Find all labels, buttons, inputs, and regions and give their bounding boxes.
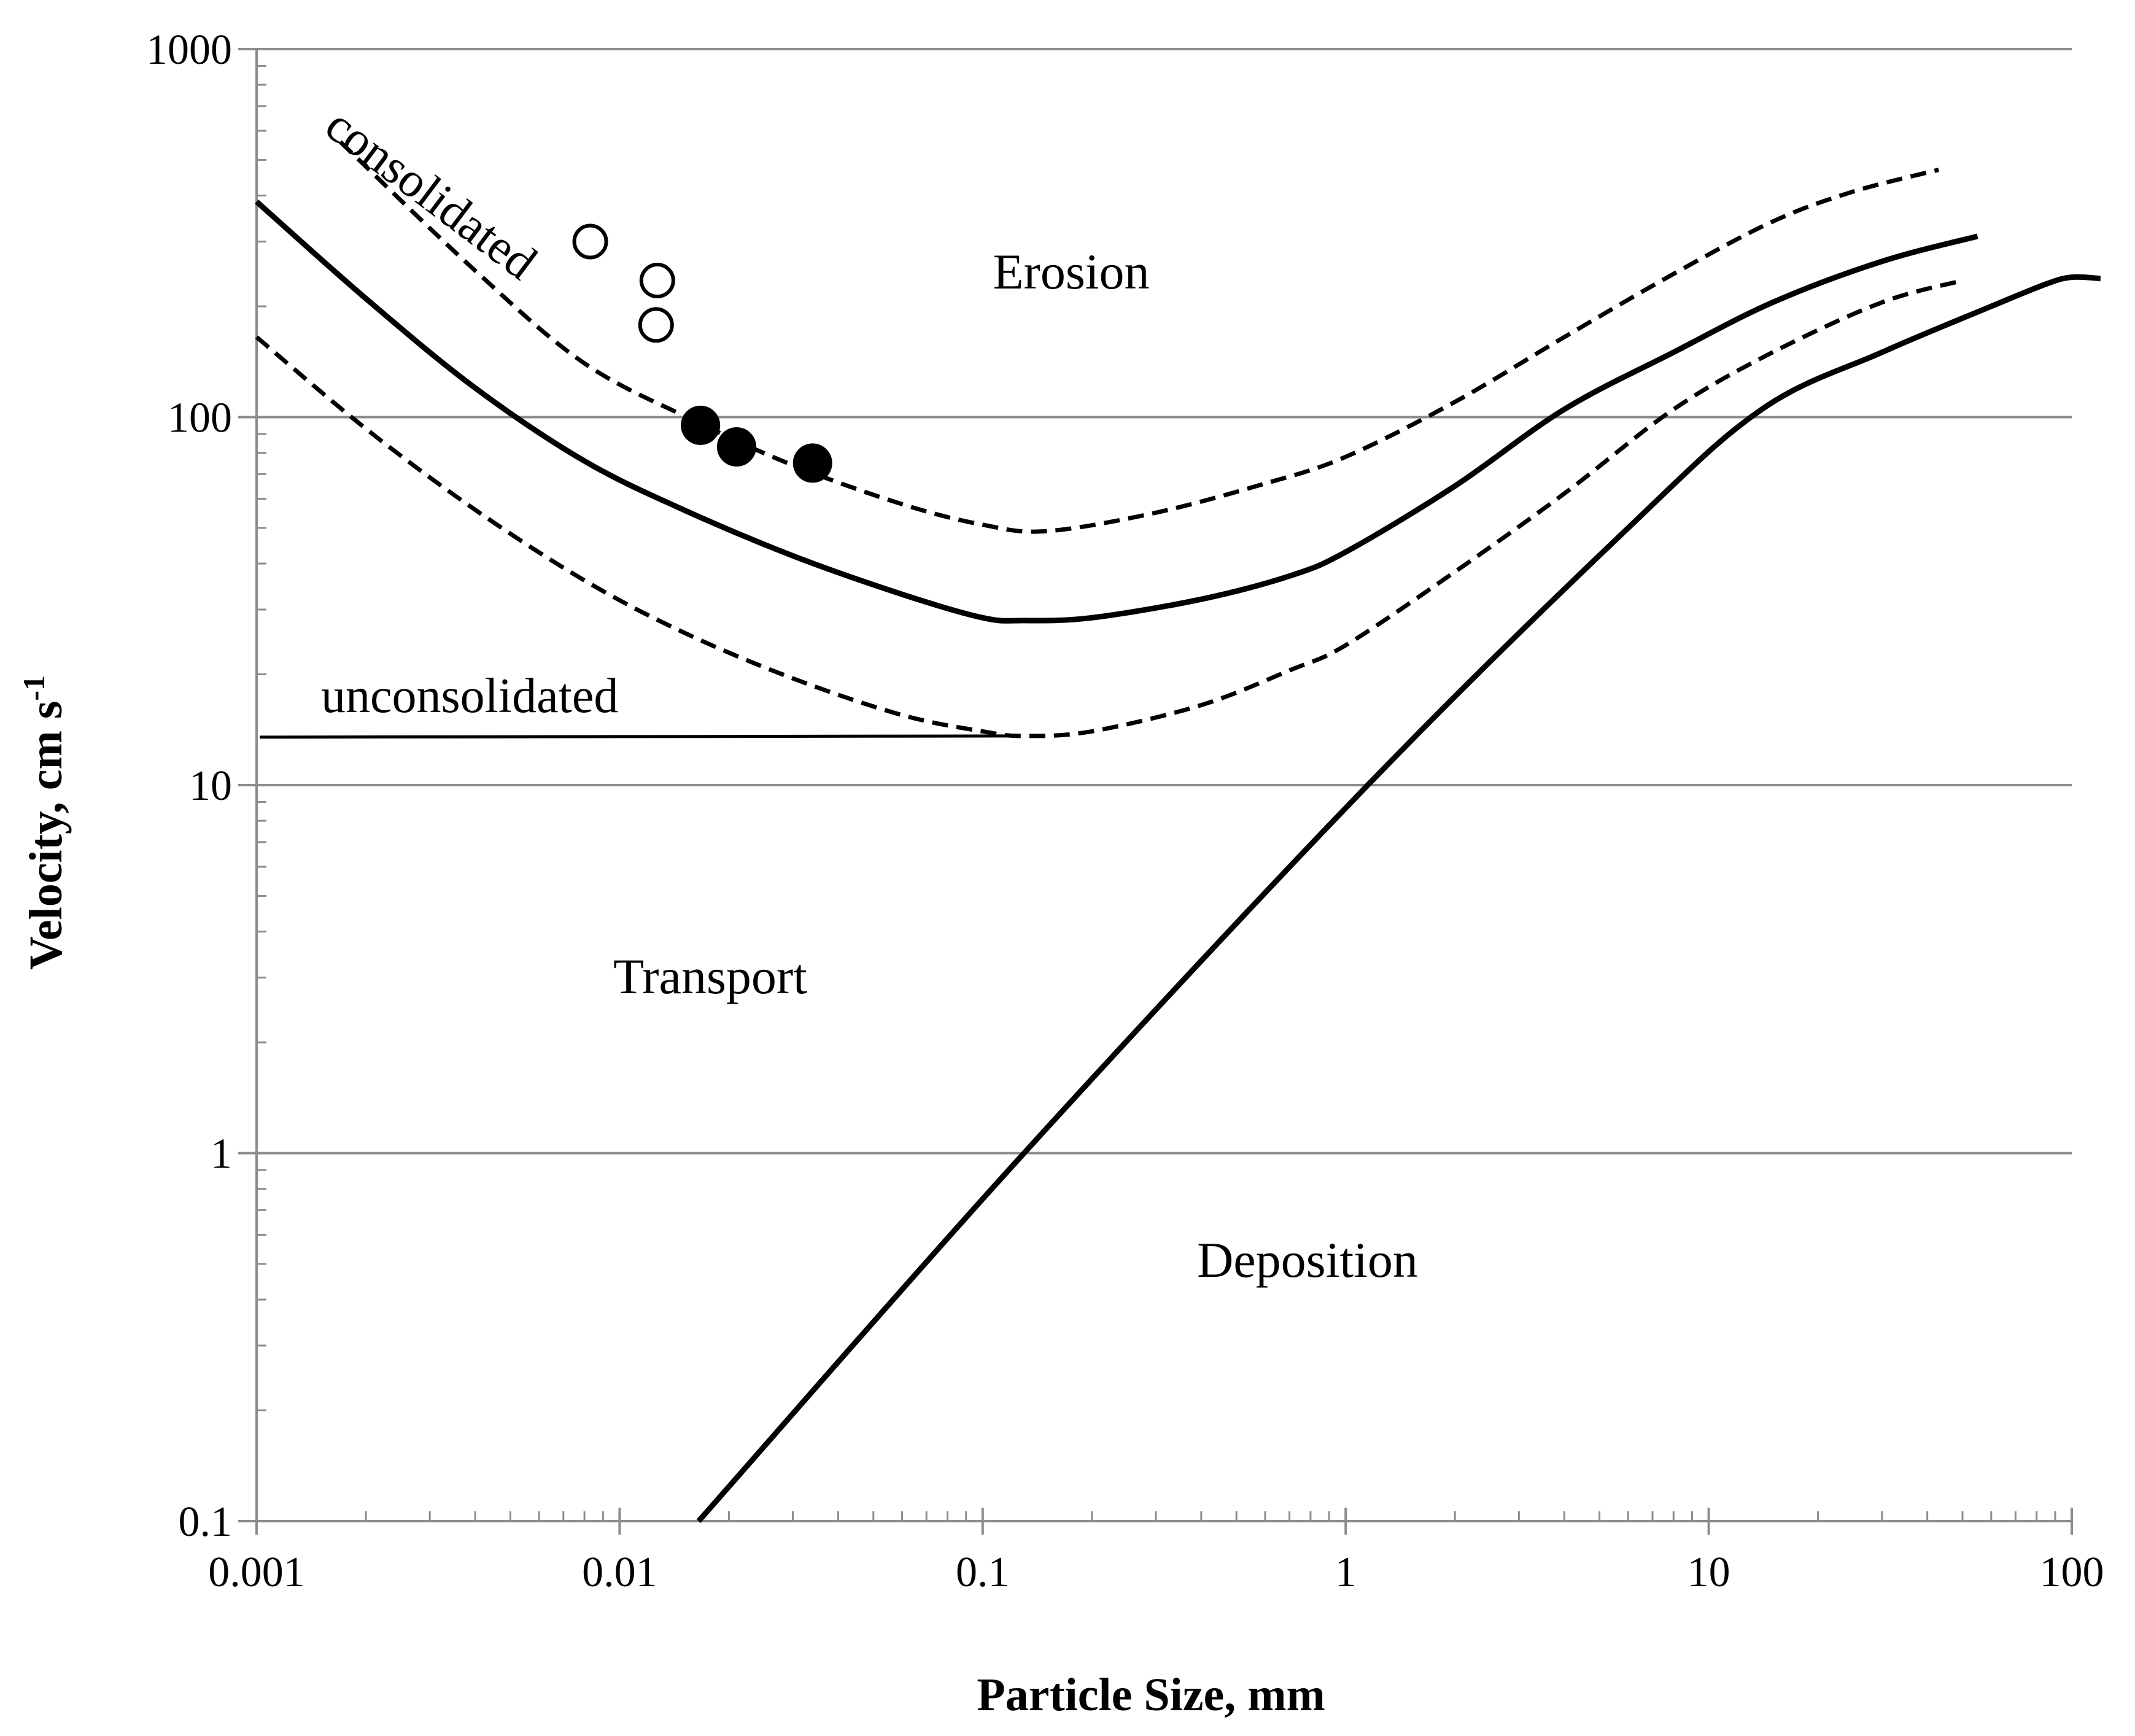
- y-tick-label-0.1: 0.1: [179, 1498, 233, 1546]
- filled-circle-marker-1: [681, 405, 721, 445]
- x-axis-title: Particle Size, mm: [977, 1669, 1325, 1721]
- y-tick-label-10: 10: [189, 762, 232, 810]
- filled-circle-marker-3: [792, 443, 832, 483]
- y-tick-label-1: 1: [211, 1131, 232, 1178]
- region-label-deposition: Deposition: [1197, 1232, 1418, 1288]
- axes: [238, 48, 2073, 1535]
- curves: [255, 140, 2101, 1523]
- curve-erosion-mean: [255, 200, 1978, 624]
- open-circle-marker-3: [638, 307, 674, 343]
- tick-labels: 0.001 0.01 0.1 1 10 100 0.1 1 10 100 1000: [146, 26, 2104, 1596]
- y-axis-title: Velocity, cm s-1: [17, 675, 72, 970]
- x-tick-label-100: 100: [2040, 1549, 2104, 1596]
- x-tick-label-0.001: 0.001: [208, 1549, 305, 1596]
- grid-lines: [257, 48, 2072, 1155]
- x-tick-label-10: 10: [1687, 1549, 1730, 1596]
- y-tick-label-1000: 1000: [146, 26, 232, 74]
- minor-ticks: [257, 64, 2056, 1521]
- open-circle-marker-2: [639, 263, 675, 299]
- curve-unconsolidated-flat: [260, 734, 1012, 739]
- curve-label-consolidated: consolidated: [316, 98, 546, 290]
- x-tick-label-0.01: 0.01: [582, 1549, 657, 1596]
- open-circle-marker-1: [572, 223, 608, 260]
- data-markers: [572, 223, 832, 483]
- filled-circle-marker-2: [716, 427, 756, 467]
- y-axis-title-main: Velocity, cm s: [20, 701, 72, 970]
- curve-unconsolidated: [255, 278, 1963, 738]
- x-tick-label-1: 1: [1335, 1549, 1357, 1596]
- y-axis-title-superscript: -1: [17, 675, 51, 701]
- region-label-erosion: Erosion: [993, 244, 1149, 300]
- y-tick-label-100: 100: [168, 395, 232, 442]
- curve-deposition: [696, 274, 2101, 1523]
- curve-label-unconsolidated: unconsolidated: [321, 669, 618, 723]
- x-tick-label-0.1: 0.1: [956, 1549, 1010, 1596]
- region-label-transport: Transport: [613, 948, 807, 1004]
